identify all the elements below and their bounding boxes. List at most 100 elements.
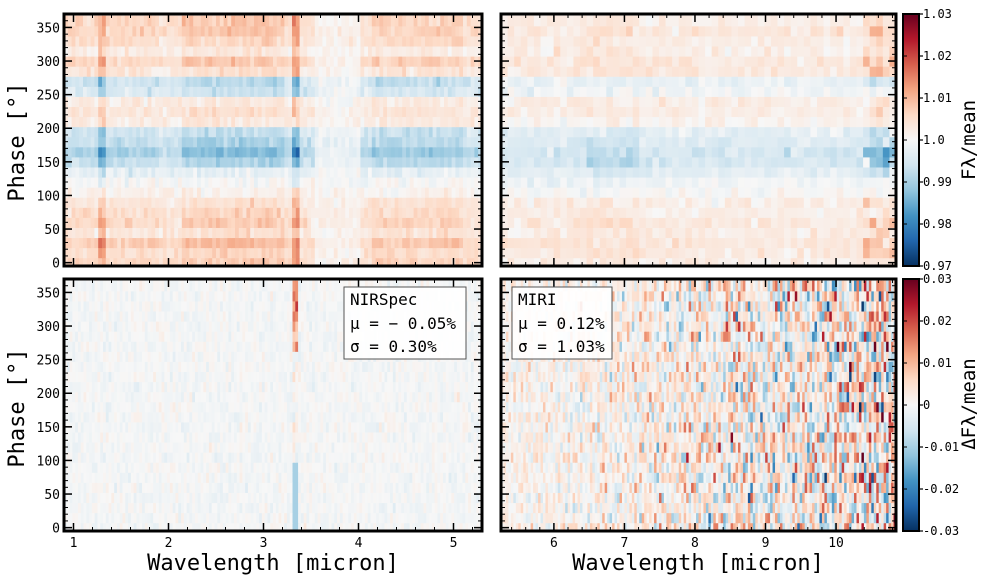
heatmap-cell	[466, 56, 472, 67]
heatmap-cell	[432, 156, 437, 168]
heatmap-cell	[387, 96, 392, 107]
heatmap-cell	[128, 156, 133, 168]
heatmap-cell	[876, 166, 884, 178]
heatmap-cell	[652, 86, 660, 97]
heatmap-cell	[98, 96, 103, 107]
heatmap-cell	[94, 76, 99, 87]
heatmap-cell	[254, 227, 259, 239]
heatmap-cell	[468, 522, 472, 531]
heatmap-cell	[337, 56, 342, 67]
heatmap-cell	[345, 176, 350, 188]
heatmap-cell	[593, 176, 601, 188]
heatmap-cell	[105, 247, 111, 259]
heatmap-cell	[790, 156, 798, 168]
heatmap-cell	[197, 106, 202, 118]
heatmap-cell	[276, 45, 282, 57]
heatmap-cell	[105, 76, 111, 87]
heatmap-cell	[322, 56, 327, 67]
heatmap-cell	[219, 35, 225, 47]
heatmap-cell	[547, 166, 555, 178]
heatmap-cell	[185, 176, 190, 188]
heatmap-cell	[843, 136, 851, 148]
heatmap-cell	[345, 156, 350, 168]
heatmap-cell	[185, 15, 190, 27]
heatmap-cell	[803, 176, 812, 188]
heatmap-cell	[645, 237, 654, 249]
heatmap-cell	[698, 237, 706, 249]
heatmap-cell	[345, 15, 350, 27]
heatmap-cell	[314, 227, 320, 239]
heatmap-cell	[269, 56, 274, 67]
heatmap-cell	[678, 237, 686, 249]
heatmap-cell	[122, 502, 126, 514]
heatmap-cell	[121, 247, 126, 259]
heatmap-cell	[379, 66, 384, 77]
heatmap-cell	[275, 512, 280, 524]
heatmap-cell	[143, 25, 149, 37]
heatmap-cell	[83, 76, 88, 87]
heatmap-cell	[235, 116, 240, 128]
heatmap-cell	[402, 217, 407, 228]
heatmap-cell	[143, 45, 149, 57]
heatmap-cell	[790, 66, 798, 77]
heatmap-cell	[836, 197, 844, 208]
heatmap-cell	[705, 76, 713, 87]
heatmap-cell	[185, 146, 190, 158]
heatmap-cell	[777, 217, 785, 228]
heatmap-cell	[836, 247, 844, 259]
heatmap-cell	[352, 217, 358, 228]
heatmap-cell	[553, 156, 561, 168]
heatmap-cell	[501, 45, 509, 57]
heatmap-cell	[593, 187, 601, 198]
heatmap-cell	[206, 512, 210, 524]
heatmap-cell	[280, 227, 285, 239]
heatmap-cell	[466, 257, 472, 266]
heatmap-cell	[476, 512, 480, 524]
heatmap-cell	[102, 25, 107, 37]
heatmap-cell	[261, 156, 266, 168]
heatmap-cell	[227, 96, 232, 107]
heatmap-cell	[383, 96, 388, 107]
heatmap-cell	[869, 106, 877, 118]
heatmap-cell	[764, 247, 772, 259]
heatmap-cell	[219, 25, 225, 37]
heatmap-cell	[757, 146, 765, 158]
heatmap-cell	[863, 106, 871, 118]
heatmap-cell	[333, 257, 339, 266]
heatmap-cell	[451, 166, 456, 178]
heatmap-cell	[718, 45, 726, 57]
heatmap-cell	[337, 257, 342, 266]
heatmap-cell	[67, 217, 73, 228]
heatmap-cell	[501, 86, 509, 97]
heatmap-cell	[231, 146, 236, 158]
heatmap-cell	[79, 96, 84, 107]
heatmap-cell	[612, 35, 621, 47]
heatmap-cell	[132, 156, 137, 168]
heatmap-cell	[113, 35, 118, 47]
heatmap-cell	[387, 502, 391, 514]
heatmap-cell	[159, 237, 164, 249]
heatmap-cell	[284, 176, 289, 188]
heatmap-cell	[77, 522, 82, 531]
heatmap-cell	[417, 502, 422, 514]
heatmap-cell	[757, 96, 765, 107]
heatmap-cell	[876, 45, 884, 57]
heatmap-cell	[349, 197, 354, 208]
heatmap-cell	[375, 227, 380, 239]
heatmap-cell	[311, 187, 316, 198]
heatmap-cell	[417, 227, 422, 239]
heatmap-cell	[738, 86, 746, 97]
heatmap-cell	[159, 166, 164, 178]
heatmap-cell	[200, 512, 204, 524]
heatmap-cell	[280, 76, 285, 87]
heatmap-cell	[246, 76, 251, 87]
heatmap-cell	[250, 96, 255, 107]
heatmap-cell	[379, 126, 384, 138]
heatmap-cell	[626, 35, 634, 47]
heatmap-cell	[364, 66, 369, 77]
heatmap-cell	[94, 35, 99, 47]
heatmap-cell	[67, 207, 73, 218]
heatmap-cell	[83, 126, 88, 138]
heatmap-cell	[341, 106, 346, 118]
heatmap-cell	[204, 106, 209, 118]
